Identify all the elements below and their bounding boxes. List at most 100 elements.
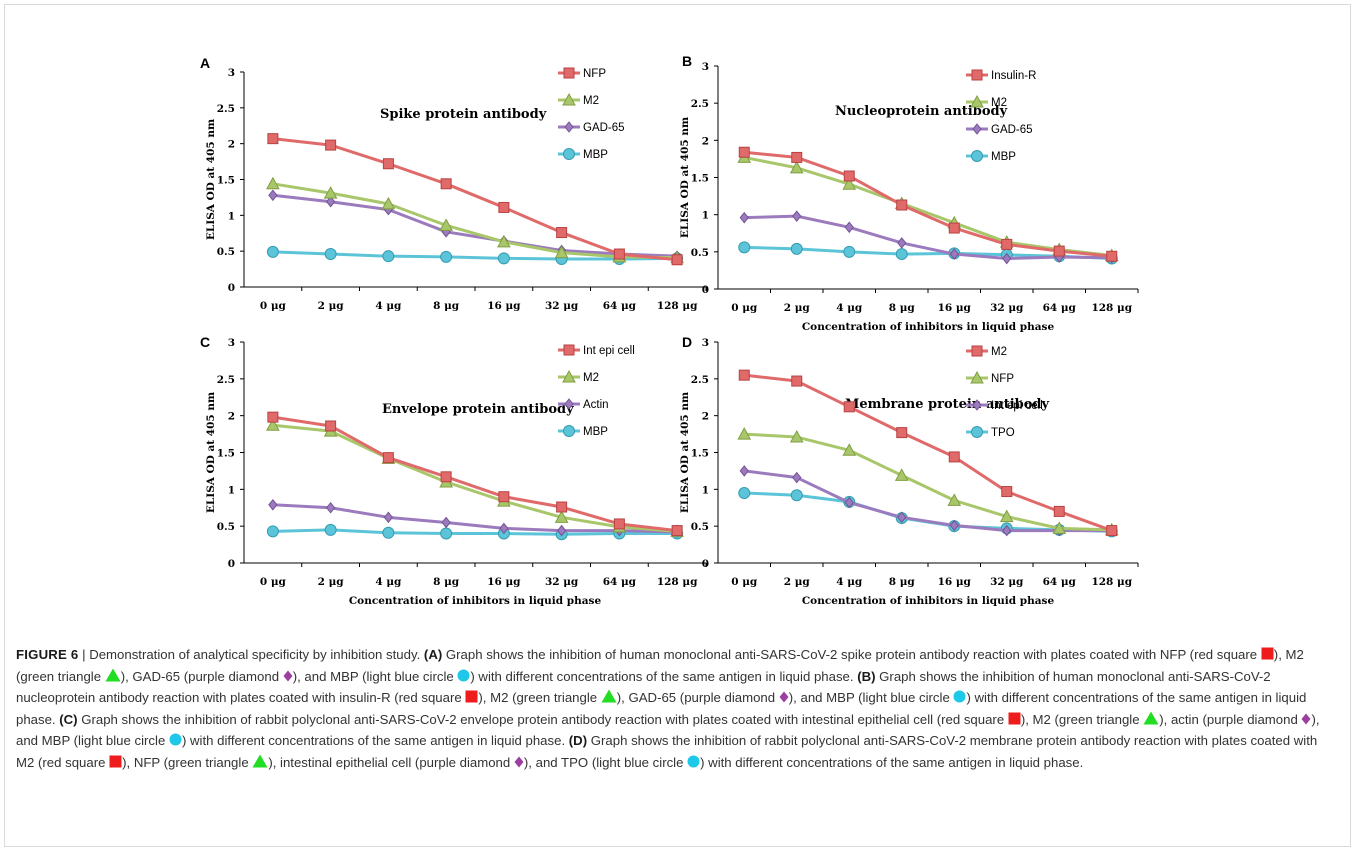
series-line xyxy=(272,250,678,261)
y-tick-label: 3 xyxy=(228,337,235,349)
chart-panel-a: 0 0.5 1 1.5 2 2.5 3 0 μg 2 μg 4 μg 8 μg 16 μg 32 μg 6… xyxy=(200,55,707,312)
data-point xyxy=(895,248,908,261)
data-point xyxy=(1053,245,1065,257)
data-point xyxy=(948,222,960,234)
y-tick-label: 0.5 xyxy=(691,521,709,533)
purple-diamond-icon xyxy=(779,689,789,710)
data-point xyxy=(844,221,854,234)
red-square-icon xyxy=(1261,646,1274,667)
caption-c-text: ) with different concentrations of the s… xyxy=(181,733,569,748)
x-tick-label: 4 μg xyxy=(836,576,863,588)
data-point xyxy=(499,522,509,535)
purple-diamond-icon xyxy=(514,754,524,775)
data-point xyxy=(325,501,336,514)
y-axis-label: ELISA OD at 405 nm xyxy=(205,392,217,513)
caption-c-text: ), and MBP (light blue circle xyxy=(16,711,1320,749)
x-tick-label: 8 μg xyxy=(889,576,916,588)
caption-d-text: ), and TPO (light blue circle xyxy=(523,754,688,770)
green-triangle-icon xyxy=(601,689,617,710)
legend-label: M2 xyxy=(583,95,599,107)
data-point xyxy=(789,429,804,443)
x-tick-label: 64 μg xyxy=(1043,576,1077,588)
legend-marker xyxy=(564,398,574,410)
data-point xyxy=(791,375,803,387)
legend-label: Actin xyxy=(583,399,609,411)
data-point xyxy=(790,489,803,502)
data-point xyxy=(267,411,279,423)
y-tick-label: 0.5 xyxy=(217,521,235,533)
x-tick-label: 32 μg xyxy=(545,576,579,588)
x-tick-label: 128 μg xyxy=(657,576,698,588)
panel-letter: D xyxy=(682,334,692,350)
data-point xyxy=(497,252,510,265)
data-point xyxy=(383,511,394,524)
data-point xyxy=(382,526,395,539)
series-line xyxy=(743,155,1112,258)
data-point xyxy=(842,177,857,190)
chart-panel-d: 0 0.5 1 1.5 2 2.5 3 0 μg 2 μg 4 μg 8 μg 16 μg 32 μg 6… xyxy=(679,334,1139,607)
data-point xyxy=(382,158,394,170)
series-line xyxy=(272,137,678,262)
purple-diamond-icon xyxy=(283,668,293,689)
data-point xyxy=(842,443,857,456)
red-square-icon xyxy=(109,754,122,775)
x-tick-label: 0 μg xyxy=(731,302,758,314)
chart-title: Spike protein antibody xyxy=(380,107,547,122)
legend: Insulin-R M2 GAD-65 MBP xyxy=(966,69,1036,163)
y-tick-label: 1 xyxy=(228,484,235,496)
figure-label: FIGURE 6 xyxy=(16,647,79,662)
data-point xyxy=(382,452,394,464)
caption-d-text: ) with different concentrations of the s… xyxy=(700,754,1084,770)
legend-label: MBP xyxy=(991,151,1016,163)
legend-label: MBP xyxy=(583,426,608,438)
data-point xyxy=(999,509,1014,523)
data-point xyxy=(1106,525,1118,537)
legend-label: M2 xyxy=(991,346,1007,358)
data-point xyxy=(738,369,750,381)
y-tick-label: 1.5 xyxy=(691,448,709,460)
data-point xyxy=(440,527,453,540)
data-point xyxy=(843,401,855,413)
panel-letter: C xyxy=(200,334,210,350)
caption-intro: Demonstration of analytical specificity … xyxy=(89,647,424,662)
data-point xyxy=(325,420,337,432)
legend-label: GAD-65 xyxy=(991,124,1033,136)
x-tick-label: 64 μg xyxy=(1043,302,1077,314)
legend-marker xyxy=(562,92,576,106)
series-m2 xyxy=(738,369,1118,537)
caption-b-text: ), and MBP (light blue circle xyxy=(788,690,954,705)
series-line xyxy=(272,182,678,260)
legend-marker xyxy=(563,67,575,79)
figure-caption: FIGURE 6 | Demonstration of analytical s… xyxy=(16,645,1338,774)
legend-label: Int epi cell xyxy=(991,400,1043,412)
data-point xyxy=(739,211,749,224)
data-point xyxy=(1001,486,1013,498)
series-line xyxy=(272,503,678,534)
x-tick-label: 128 μg xyxy=(1091,576,1132,588)
y-tick-label: 3 xyxy=(702,337,709,349)
data-point xyxy=(441,516,451,529)
data-point xyxy=(790,242,803,255)
caption-c-text: ), M2 (green triangle xyxy=(1020,711,1144,727)
data-point xyxy=(325,195,336,208)
y-tick-label: 1 xyxy=(702,484,709,496)
x-tick-label: 2 μg xyxy=(318,300,345,312)
y-tick-label: 2.5 xyxy=(691,98,709,110)
legend: M2 NFP Int epi cell TPO xyxy=(966,345,1043,439)
y-tick-label: 2 xyxy=(702,411,709,423)
y-tick-label: 2 xyxy=(702,135,709,147)
x-tick-label: 16 μg xyxy=(938,302,972,314)
x-tick-label: 0 μg xyxy=(260,576,287,588)
legend-label: Int epi cell xyxy=(583,345,635,357)
legend-label: Insulin-R xyxy=(991,70,1036,82)
data-point xyxy=(844,496,854,509)
x-tick-label: 2 μg xyxy=(784,576,811,588)
chart-panel-b: 0 0.5 1 1.5 2 2.5 3 0 μg 2 μg 4 μg 8 μg 16 μg 32 μg 6… xyxy=(679,53,1139,333)
data-point xyxy=(897,511,907,524)
data-point xyxy=(439,218,453,231)
x-tick-label: 8 μg xyxy=(433,300,460,312)
data-point xyxy=(949,519,959,532)
data-point xyxy=(894,468,909,481)
panel-letter: A xyxy=(200,55,210,71)
y-tick-label: 2 xyxy=(228,139,235,151)
